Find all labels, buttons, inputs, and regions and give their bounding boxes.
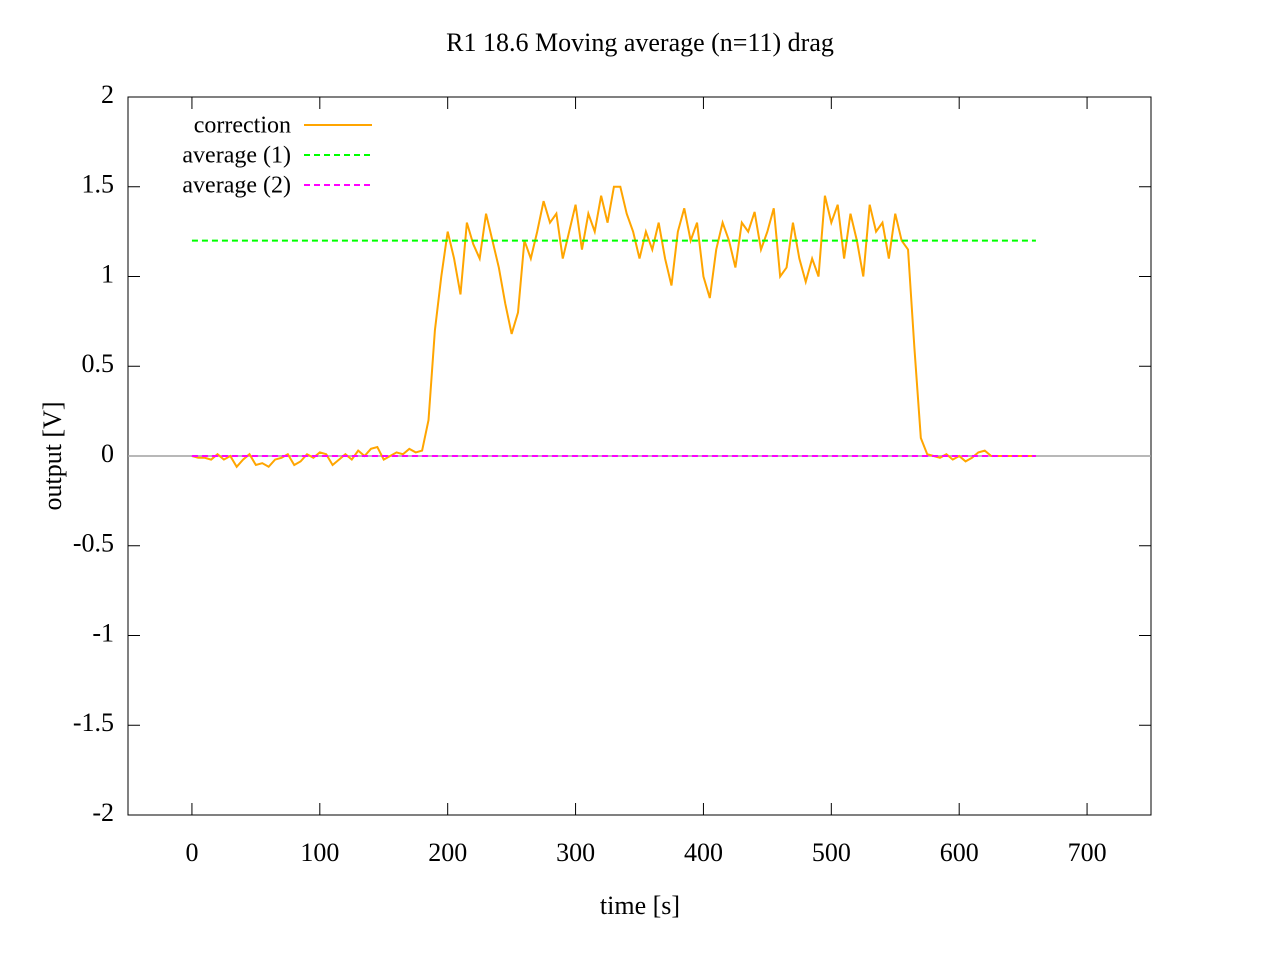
chart-title: R1 18.6 Moving average (n=11) drag (446, 28, 834, 57)
x-tick-label: 700 (1068, 838, 1107, 867)
y-axis-label: output [V] (38, 401, 67, 510)
y-tick-label: -0.5 (73, 529, 114, 558)
y-tick-label: -1 (92, 618, 114, 647)
y-tick-label: 0 (101, 439, 114, 468)
x-axis-label: time [s] (600, 891, 680, 920)
x-tick-label: 500 (812, 838, 851, 867)
x-tick-label: 400 (684, 838, 723, 867)
series-line (191, 185, 1036, 469)
x-tick-label: 600 (940, 838, 979, 867)
y-tick-label: -2 (92, 798, 114, 827)
legend-label: average (2) (182, 173, 291, 199)
x-tick-label: 0 (185, 838, 198, 867)
legend-label: average (1) (182, 143, 291, 169)
y-tick-label: -1.5 (73, 708, 114, 737)
y-tick-label: 0.5 (82, 349, 115, 378)
x-tick-label: 100 (300, 838, 339, 867)
legend-label: correction (194, 113, 291, 139)
x-tick-label: 300 (556, 838, 595, 867)
y-tick-label: 1 (101, 259, 114, 288)
y-tick-label: 2 (101, 80, 114, 109)
x-tick-label: 200 (428, 838, 467, 867)
y-tick-label: 1.5 (82, 170, 115, 199)
